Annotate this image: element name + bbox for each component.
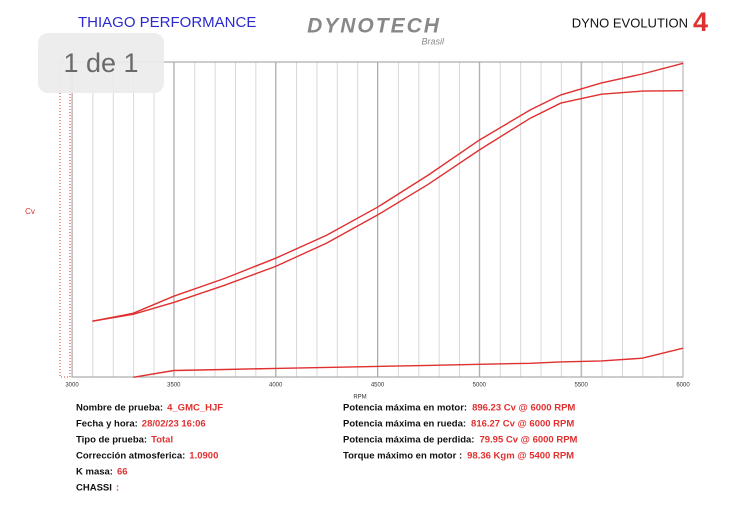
info-label: Torque máximo en motor : [343, 451, 462, 462]
info-value: 28/02/23 16:06 [142, 419, 206, 430]
x-tick-label: 4000 [269, 383, 283, 389]
info-value: 816.27 Cv @ 6000 RPM [471, 419, 574, 430]
info-value: 66 [117, 467, 128, 478]
y-axis-ticks [59, 61, 71, 378]
series-line [132, 347, 684, 378]
info-value: 79.95 Cv @ 6000 RPM [479, 435, 577, 446]
info-label: K masa: [76, 467, 113, 478]
x-tick-label: 3000 [65, 383, 79, 389]
info-label: Potencia máxima de perdida: [343, 435, 474, 446]
series-line [92, 62, 684, 322]
x-tick-label: 6000 [676, 383, 690, 389]
x-tick-label: 5000 [473, 383, 487, 389]
product: DYNO EVOLUTION [572, 15, 688, 30]
info-value: 896.23 Cv @ 6000 RPM [472, 403, 575, 414]
info-value: : [116, 483, 119, 494]
x-tick-label: 5500 [574, 383, 588, 389]
series-line [92, 90, 684, 322]
info-label: Nombre de prueba: [76, 403, 163, 414]
company: THIAGO PERFORMANCE [78, 14, 256, 31]
info-value: 1.0900 [189, 451, 218, 462]
info-label: Corrección atmosferica: [76, 451, 185, 462]
info-value: 4_GMC_HJF [167, 403, 223, 414]
info-label: CHASSI [76, 483, 112, 494]
info-label: Tipo de prueba: [76, 435, 147, 446]
product-num: 4 [693, 7, 708, 37]
x-tick-label: 3500 [167, 383, 181, 389]
x-axis-label: RPM [353, 395, 366, 401]
info-label: Potencia máxima en motor: [343, 403, 467, 414]
page-indicator: 1 de 1 [38, 33, 164, 93]
brand-sub: Brasil [421, 36, 445, 46]
y-axis-label: Cv [25, 207, 35, 216]
info-value: 98.36 Kgm @ 5400 RPM [467, 451, 574, 462]
info-value: Total [151, 435, 173, 446]
x-tick-label: 4500 [371, 383, 385, 389]
brand: DYNOTECH [307, 15, 441, 38]
info-label: Potencia máxima en rueda: [343, 419, 466, 430]
info-label: Fecha y hora: [76, 419, 138, 430]
